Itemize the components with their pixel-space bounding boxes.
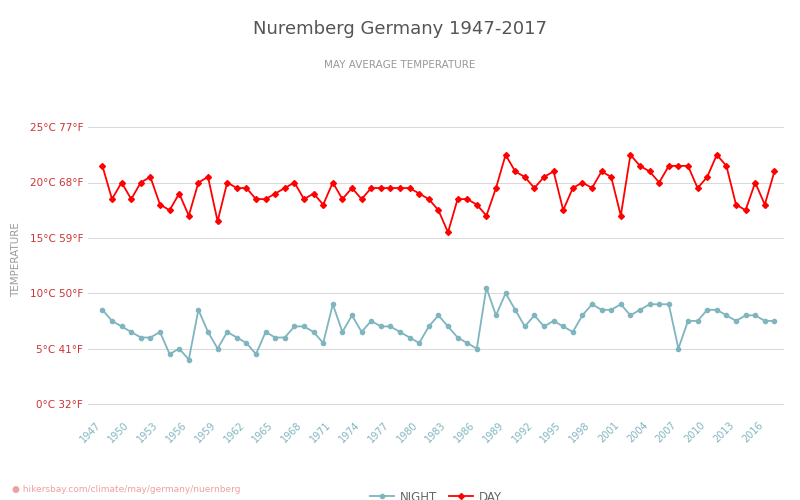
DAY — [750, 180, 760, 186]
NIGHT — [98, 307, 107, 313]
Text: ● hikersbay.com/climate/may/germany/nuernberg: ● hikersbay.com/climate/may/germany/nuer… — [12, 485, 241, 494]
NIGHT — [117, 324, 126, 330]
DAY — [194, 180, 203, 186]
DAY — [770, 168, 779, 174]
Legend: NIGHT, DAY: NIGHT, DAY — [366, 486, 506, 500]
Line: DAY: DAY — [100, 152, 777, 234]
NIGHT — [482, 284, 491, 290]
Y-axis label: TEMPERATURE: TEMPERATURE — [11, 222, 22, 298]
DAY — [520, 174, 530, 180]
Text: MAY AVERAGE TEMPERATURE: MAY AVERAGE TEMPERATURE — [324, 60, 476, 70]
NIGHT — [203, 329, 213, 335]
DAY — [501, 152, 510, 158]
DAY — [98, 163, 107, 169]
Line: NIGHT: NIGHT — [100, 286, 777, 362]
NIGHT — [770, 318, 779, 324]
DAY — [443, 230, 453, 235]
NIGHT — [722, 312, 731, 318]
Text: Nuremberg Germany 1947-2017: Nuremberg Germany 1947-2017 — [253, 20, 547, 38]
NIGHT — [434, 312, 443, 318]
NIGHT — [750, 312, 760, 318]
DAY — [722, 163, 731, 169]
DAY — [117, 180, 126, 186]
NIGHT — [520, 324, 530, 330]
NIGHT — [184, 356, 194, 362]
DAY — [424, 196, 434, 202]
